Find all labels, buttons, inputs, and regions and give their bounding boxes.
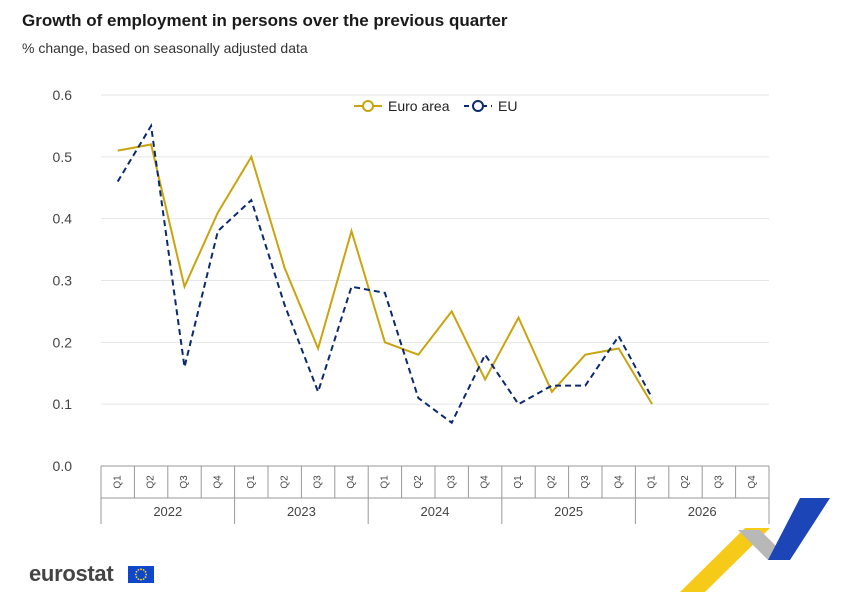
y-tick-label: 0.2 bbox=[53, 334, 73, 350]
y-tick-label: 0.1 bbox=[53, 396, 73, 412]
y-tick-label: 0.5 bbox=[53, 149, 73, 165]
x-tick-label: Q2 bbox=[680, 475, 691, 489]
x-tick-label: Q3 bbox=[446, 475, 457, 489]
x-tick-label: Q1 bbox=[380, 475, 391, 489]
x-tick-label: Q3 bbox=[313, 475, 324, 489]
data-point-eu bbox=[279, 299, 291, 311]
data-point-euro-area bbox=[179, 281, 191, 293]
x-tick-label: Q4 bbox=[346, 475, 357, 489]
data-point-eu bbox=[179, 361, 191, 373]
chevron-yellow-shape bbox=[680, 528, 770, 592]
y-tick-label: 0.4 bbox=[53, 211, 73, 227]
x-tick-label: Q2 bbox=[146, 475, 157, 489]
x-tick-label: Q4 bbox=[213, 475, 224, 489]
data-point-eu bbox=[245, 194, 257, 206]
data-point-euro-area bbox=[245, 151, 257, 163]
data-point-euro-area bbox=[513, 312, 525, 324]
data-point-eu bbox=[145, 120, 157, 132]
data-point-euro-area bbox=[446, 305, 458, 317]
y-axis-ticks: 0.0 0.1 0.2 0.3 0.4 0.5 0.6 bbox=[53, 87, 73, 474]
data-point-euro-area bbox=[145, 138, 157, 150]
data-point-eu bbox=[646, 392, 658, 404]
data-point-euro-area bbox=[112, 145, 124, 157]
y-tick-label: 0.6 bbox=[53, 87, 73, 103]
legend-euro-area-marker bbox=[362, 100, 374, 112]
grid-lines bbox=[101, 94, 769, 405]
data-point-euro-area bbox=[212, 206, 224, 218]
data-point-euro-area bbox=[479, 373, 491, 385]
data-point-euro-area bbox=[279, 262, 291, 274]
x-year-label: 2026 bbox=[688, 504, 717, 519]
legend-item-euro-area[interactable]: Euro area bbox=[354, 98, 450, 114]
x-tick-label: Q2 bbox=[547, 475, 558, 489]
x-year-label: 2025 bbox=[554, 504, 583, 519]
y-tick-label: 0.0 bbox=[53, 458, 73, 474]
x-tick-label: Q4 bbox=[747, 475, 758, 489]
x-tick-label: Q3 bbox=[714, 475, 725, 489]
data-point-eu bbox=[546, 380, 558, 392]
legend[interactable]: Euro area EU bbox=[354, 98, 517, 114]
x-tick-label: Q4 bbox=[613, 475, 624, 489]
series-line-euro-area bbox=[117, 143, 653, 405]
x-year-label: 2023 bbox=[287, 504, 316, 519]
eu-flag-icon bbox=[128, 566, 154, 583]
x-axis: Q1 Q2 Q3 Q4 Q1 Q2 Q3 Q4 Q1 Q2 Q3 Q4 Q1 Q2 Q3 Q4 Q1 Q2 Q3 Q4… bbox=[100, 465, 770, 524]
legend-item-eu[interactable]: EU bbox=[464, 98, 517, 114]
chart-title: Growth of employment in persons over the… bbox=[22, 11, 508, 30]
legend-euro-area-label: Euro area bbox=[388, 98, 450, 114]
x-year-label: 2022 bbox=[153, 504, 182, 519]
chart-subtitle: % change, based on seasonally adjusted d… bbox=[22, 40, 308, 56]
x-tick-label: Q3 bbox=[179, 475, 190, 489]
x-tick-label: Q4 bbox=[480, 475, 491, 489]
data-point-eu bbox=[346, 281, 358, 293]
data-point-eu bbox=[312, 386, 324, 398]
data-point-euro-area bbox=[312, 343, 324, 355]
legend-eu-marker bbox=[472, 100, 484, 112]
x-tick-label: Q1 bbox=[647, 475, 658, 489]
x-tick-label: Q2 bbox=[413, 475, 424, 489]
data-point-euro-area bbox=[613, 343, 625, 355]
data-point-euro-area bbox=[579, 349, 591, 361]
data-point-eu bbox=[112, 176, 124, 188]
y-tick-label: 0.3 bbox=[53, 273, 73, 289]
x-tick-label: Q1 bbox=[246, 475, 257, 489]
eurostat-logo: eurostat bbox=[29, 561, 114, 586]
x-tick-label: Q1 bbox=[513, 475, 524, 489]
data-point-euro-area bbox=[412, 349, 424, 361]
data-point-eu bbox=[212, 225, 224, 237]
x-year-label: 2024 bbox=[421, 504, 450, 519]
data-point-eu bbox=[379, 287, 391, 299]
data-point-eu bbox=[513, 398, 525, 410]
data-point-eu bbox=[579, 380, 591, 392]
series-lines bbox=[112, 120, 658, 429]
data-point-eu bbox=[479, 349, 491, 361]
data-point-eu bbox=[613, 330, 625, 342]
x-tick-label: Q3 bbox=[580, 475, 591, 489]
corner-chevron-graphic bbox=[680, 498, 830, 592]
chevron-blue-shape bbox=[768, 498, 830, 560]
data-point-eu bbox=[412, 392, 424, 404]
data-point-euro-area bbox=[379, 336, 391, 348]
data-point-eu bbox=[446, 417, 458, 429]
x-tick-label: Q1 bbox=[112, 475, 123, 489]
data-point-euro-area bbox=[346, 225, 358, 237]
legend-eu-label: EU bbox=[498, 98, 517, 114]
x-tick-label: Q2 bbox=[279, 475, 290, 489]
eu-flag-stars bbox=[134, 568, 148, 581]
series-line-eu bbox=[116, 122, 653, 425]
